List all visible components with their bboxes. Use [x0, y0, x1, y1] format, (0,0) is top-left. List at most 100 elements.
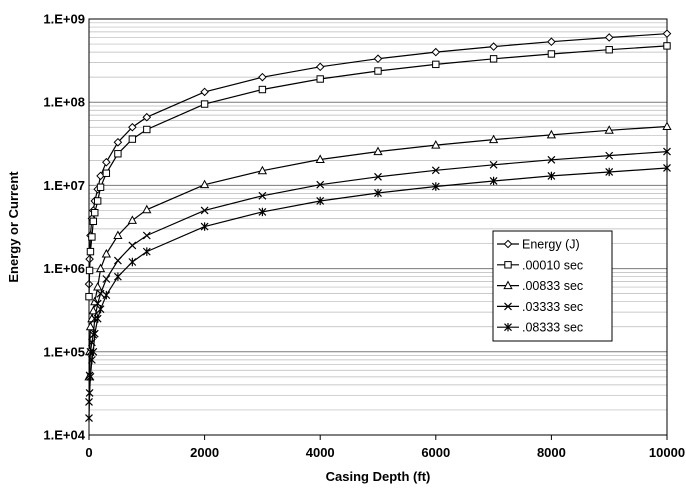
y-tick-label: 1.E+06 [43, 261, 85, 276]
data-point [142, 247, 151, 256]
grid [88, 18, 668, 440]
data-point [93, 282, 103, 291]
legend-label: .03333 sec [522, 300, 583, 314]
data-point [489, 176, 498, 186]
series-2 [85, 42, 671, 301]
data-point [316, 75, 324, 83]
data-point [102, 169, 111, 177]
data-point [86, 247, 95, 256]
data-point [432, 60, 440, 69]
data-point [128, 241, 137, 250]
legend-label: .00010 sec [522, 258, 583, 272]
data-point [315, 62, 325, 72]
data-point [373, 146, 383, 156]
series-5 [85, 163, 671, 423]
data-point [258, 191, 267, 200]
data-point [128, 257, 137, 267]
data-point [431, 140, 441, 149]
x-tick-label: 2000 [190, 445, 219, 460]
data-point [258, 85, 267, 94]
data-point [605, 46, 613, 54]
data-point [114, 150, 122, 158]
data-point [102, 290, 111, 300]
y-tick-label: 1.E+09 [43, 12, 85, 27]
data-point [142, 231, 151, 240]
data-point [93, 314, 102, 323]
legend-item: .00833 sec [497, 279, 583, 293]
plot-area [88, 18, 668, 436]
data-point [113, 137, 123, 147]
data-point [127, 215, 137, 224]
x-tick-label: 10000 [649, 445, 685, 460]
data-point [142, 204, 152, 214]
data-point [102, 157, 111, 167]
data-point [199, 179, 210, 189]
data-point [88, 305, 98, 315]
legend-marker [503, 280, 513, 290]
data-point [604, 125, 614, 134]
data-point [113, 272, 122, 281]
data-point [374, 172, 382, 181]
data-point [89, 217, 98, 226]
data-point [87, 355, 96, 365]
data-point [89, 347, 98, 356]
legend-marker [504, 261, 512, 269]
legend-marker [504, 302, 512, 311]
data-point [546, 129, 557, 139]
legend: Energy (J) .00010 sec .00833 sec .03333 sec… [492, 230, 613, 342]
legend-item: .00010 sec [497, 258, 583, 272]
data-point [489, 42, 498, 51]
y-axis-title: Energy or Current [6, 171, 21, 283]
data-point [85, 266, 94, 275]
data-point [374, 188, 382, 198]
data-point [374, 67, 382, 75]
x-tick-label: 8000 [537, 445, 566, 460]
data-point [547, 50, 556, 58]
data-point [85, 292, 93, 301]
y-tick-label: 1.E+05 [43, 344, 85, 359]
data-point [489, 55, 498, 63]
data-point [663, 163, 671, 173]
data-point [102, 275, 111, 283]
data-point [663, 147, 671, 156]
y-tick-label: 1.E+04 [43, 428, 85, 443]
data-point [200, 100, 209, 108]
data-point [200, 87, 209, 97]
data-point [128, 135, 137, 143]
y-tick-labels: 1.E+04 1.E+05 1.E+06 1.E+07 1.E+08 1.E+09 [43, 12, 85, 443]
data-point [95, 263, 106, 273]
data-point [315, 154, 325, 163]
x-tick-labels: 0 2000 4000 6000 8000 10000 [85, 445, 685, 460]
x-tick-label: 0 [85, 445, 92, 460]
data-point [200, 206, 209, 215]
legend-marker [504, 323, 512, 332]
legend-label: .08333 sec [522, 321, 583, 335]
data-point [143, 125, 151, 134]
data-point [91, 208, 99, 217]
data-point [257, 165, 268, 175]
data-point [662, 121, 672, 131]
data-point [431, 182, 440, 191]
data-point [113, 256, 122, 265]
data-point [258, 72, 267, 82]
y-tick-label: 1.E+08 [43, 95, 85, 110]
data-point [90, 329, 99, 338]
data-point [85, 321, 96, 331]
y-tick-label: 1.E+07 [43, 178, 85, 193]
legend-label: Energy (J) [522, 238, 580, 252]
legend-item: .08333 sec [497, 321, 583, 335]
data-point [547, 155, 556, 164]
data-point [547, 37, 556, 47]
data-point [200, 222, 209, 231]
data-point [101, 248, 111, 258]
legend-item: Energy (J) [497, 238, 580, 252]
data-point [605, 151, 614, 160]
data-point [96, 289, 105, 298]
data-point [85, 413, 93, 423]
data-point [663, 42, 671, 50]
data-point [86, 372, 95, 382]
data-point [604, 33, 614, 42]
data-point [316, 196, 325, 206]
data-point [142, 112, 152, 122]
data-point [373, 54, 383, 64]
